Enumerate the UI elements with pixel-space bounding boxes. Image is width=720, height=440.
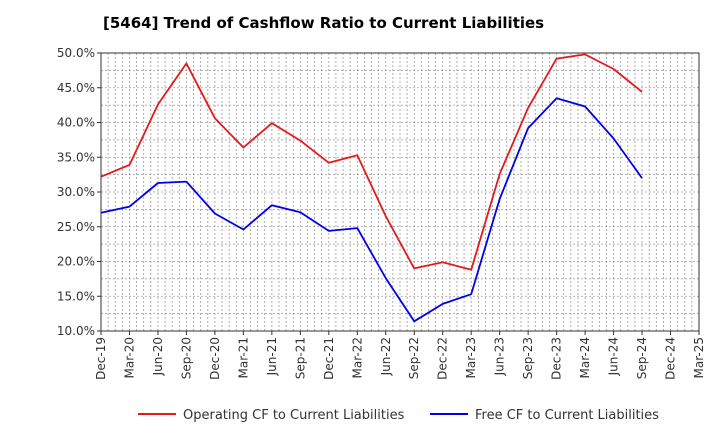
- x-tick-label: Sep-21: [293, 337, 307, 379]
- y-tick-label: 20.0%: [57, 255, 95, 269]
- x-tick-label: Mar-25: [692, 337, 706, 378]
- legend-label-1: Operating CF to Current Liabilities: [183, 408, 405, 423]
- x-tick-label: Sep-20: [179, 337, 193, 379]
- x-tick-label: Mar-20: [122, 337, 136, 378]
- y-tick-label: 10.0%: [57, 324, 95, 338]
- x-tick-label: Jun-24: [607, 337, 621, 376]
- legend: Operating CF to Current Liabilities Free …: [138, 408, 659, 423]
- y-tick-label: 15.0%: [57, 289, 95, 303]
- x-tick-label: Sep-22: [407, 337, 421, 379]
- y-tick-label: 25.0%: [57, 220, 95, 234]
- series-layer: [100, 53, 643, 323]
- grid-layer: [101, 53, 699, 331]
- chart-title: [5464] Trend of Cashflow Ratio to Curren…: [103, 14, 545, 32]
- x-tick-label: Jun-22: [379, 337, 393, 376]
- y-tick-label: 45.0%: [57, 81, 95, 95]
- legend-label-2: Free CF to Current Liabilities: [475, 408, 659, 423]
- x-tick-label: Dec-19: [94, 337, 108, 380]
- y-tick-label: 35.0%: [57, 150, 95, 164]
- x-tick-label: Dec-22: [436, 337, 450, 380]
- x-tick-label: Sep-24: [635, 337, 649, 379]
- x-tick-label: Dec-21: [322, 337, 336, 380]
- x-tick-label: Dec-23: [550, 337, 564, 380]
- x-tick-label: Mar-22: [350, 337, 364, 378]
- x-tick-label: Dec-24: [664, 337, 678, 380]
- x-tick-label: Sep-23: [521, 337, 535, 379]
- x-tick-label: Jun-20: [151, 337, 165, 376]
- x-tick-label: Mar-21: [236, 337, 250, 378]
- y-axis: 10.0% 15.0% 20.0% 25.0% 30.0% 35.0% 40.0% 45.0%…: [57, 46, 101, 338]
- x-tick-label: Mar-24: [578, 337, 592, 378]
- x-tick-label: Mar-23: [464, 337, 478, 378]
- series-line-1: [100, 53, 643, 271]
- y-tick-label: 40.0%: [57, 116, 95, 130]
- x-axis: Dec-19 Mar-20 Jun-20 Sep-20 Dec-20 Mar-21 Jun-…: [94, 331, 706, 380]
- x-tick-label: Dec-20: [208, 337, 222, 380]
- series-line-2: [100, 97, 643, 323]
- x-tick-label: Jun-21: [265, 337, 279, 376]
- y-tick-label: 50.0%: [57, 46, 95, 60]
- y-tick-label: 30.0%: [57, 185, 95, 199]
- x-tick-label: Jun-23: [493, 337, 507, 376]
